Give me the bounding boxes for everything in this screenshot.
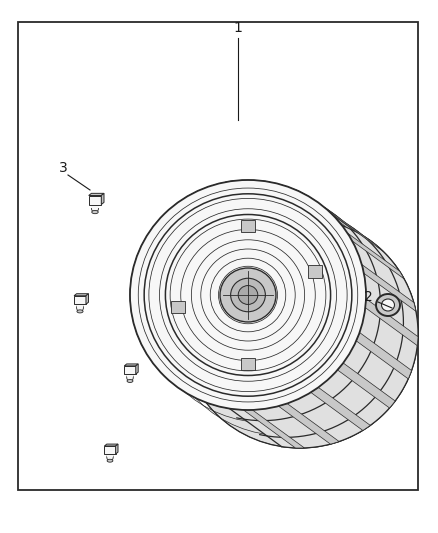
Polygon shape (357, 333, 412, 379)
Polygon shape (74, 294, 88, 296)
FancyBboxPatch shape (307, 265, 321, 278)
Bar (74, 296, 86, 304)
Bar (124, 366, 136, 374)
Polygon shape (348, 233, 404, 279)
Polygon shape (294, 189, 355, 231)
Bar (104, 446, 116, 454)
Polygon shape (365, 298, 418, 346)
Ellipse shape (182, 218, 418, 448)
Polygon shape (116, 444, 118, 454)
Ellipse shape (238, 286, 258, 304)
Polygon shape (124, 364, 138, 366)
Polygon shape (311, 387, 370, 431)
Ellipse shape (77, 310, 83, 313)
Ellipse shape (376, 294, 400, 316)
Ellipse shape (77, 304, 83, 311)
Polygon shape (279, 403, 339, 444)
Bar (107, 453, 113, 457)
Polygon shape (362, 264, 416, 311)
Polygon shape (136, 364, 138, 374)
Polygon shape (338, 363, 395, 408)
Bar (18, 22, 418, 490)
Text: 1: 1 (233, 21, 243, 35)
Bar (92, 203, 99, 208)
FancyBboxPatch shape (241, 220, 255, 232)
Polygon shape (89, 193, 104, 196)
Polygon shape (325, 207, 383, 252)
Text: 2: 2 (364, 290, 372, 304)
Polygon shape (244, 410, 304, 448)
Polygon shape (86, 294, 88, 304)
Ellipse shape (107, 454, 113, 461)
FancyBboxPatch shape (241, 358, 255, 370)
Ellipse shape (381, 299, 395, 311)
Ellipse shape (231, 278, 265, 312)
Bar (127, 373, 133, 377)
Ellipse shape (92, 205, 99, 212)
Ellipse shape (107, 459, 113, 462)
Ellipse shape (130, 180, 366, 410)
Polygon shape (101, 193, 104, 205)
Text: 3: 3 (59, 161, 67, 175)
Bar (77, 303, 83, 308)
Ellipse shape (92, 211, 98, 214)
Polygon shape (260, 181, 321, 220)
FancyBboxPatch shape (171, 301, 185, 313)
Polygon shape (212, 180, 418, 448)
Polygon shape (225, 181, 286, 220)
Ellipse shape (220, 268, 276, 322)
Ellipse shape (127, 374, 133, 381)
Bar (89, 196, 101, 205)
Ellipse shape (127, 379, 133, 383)
Polygon shape (104, 444, 118, 446)
